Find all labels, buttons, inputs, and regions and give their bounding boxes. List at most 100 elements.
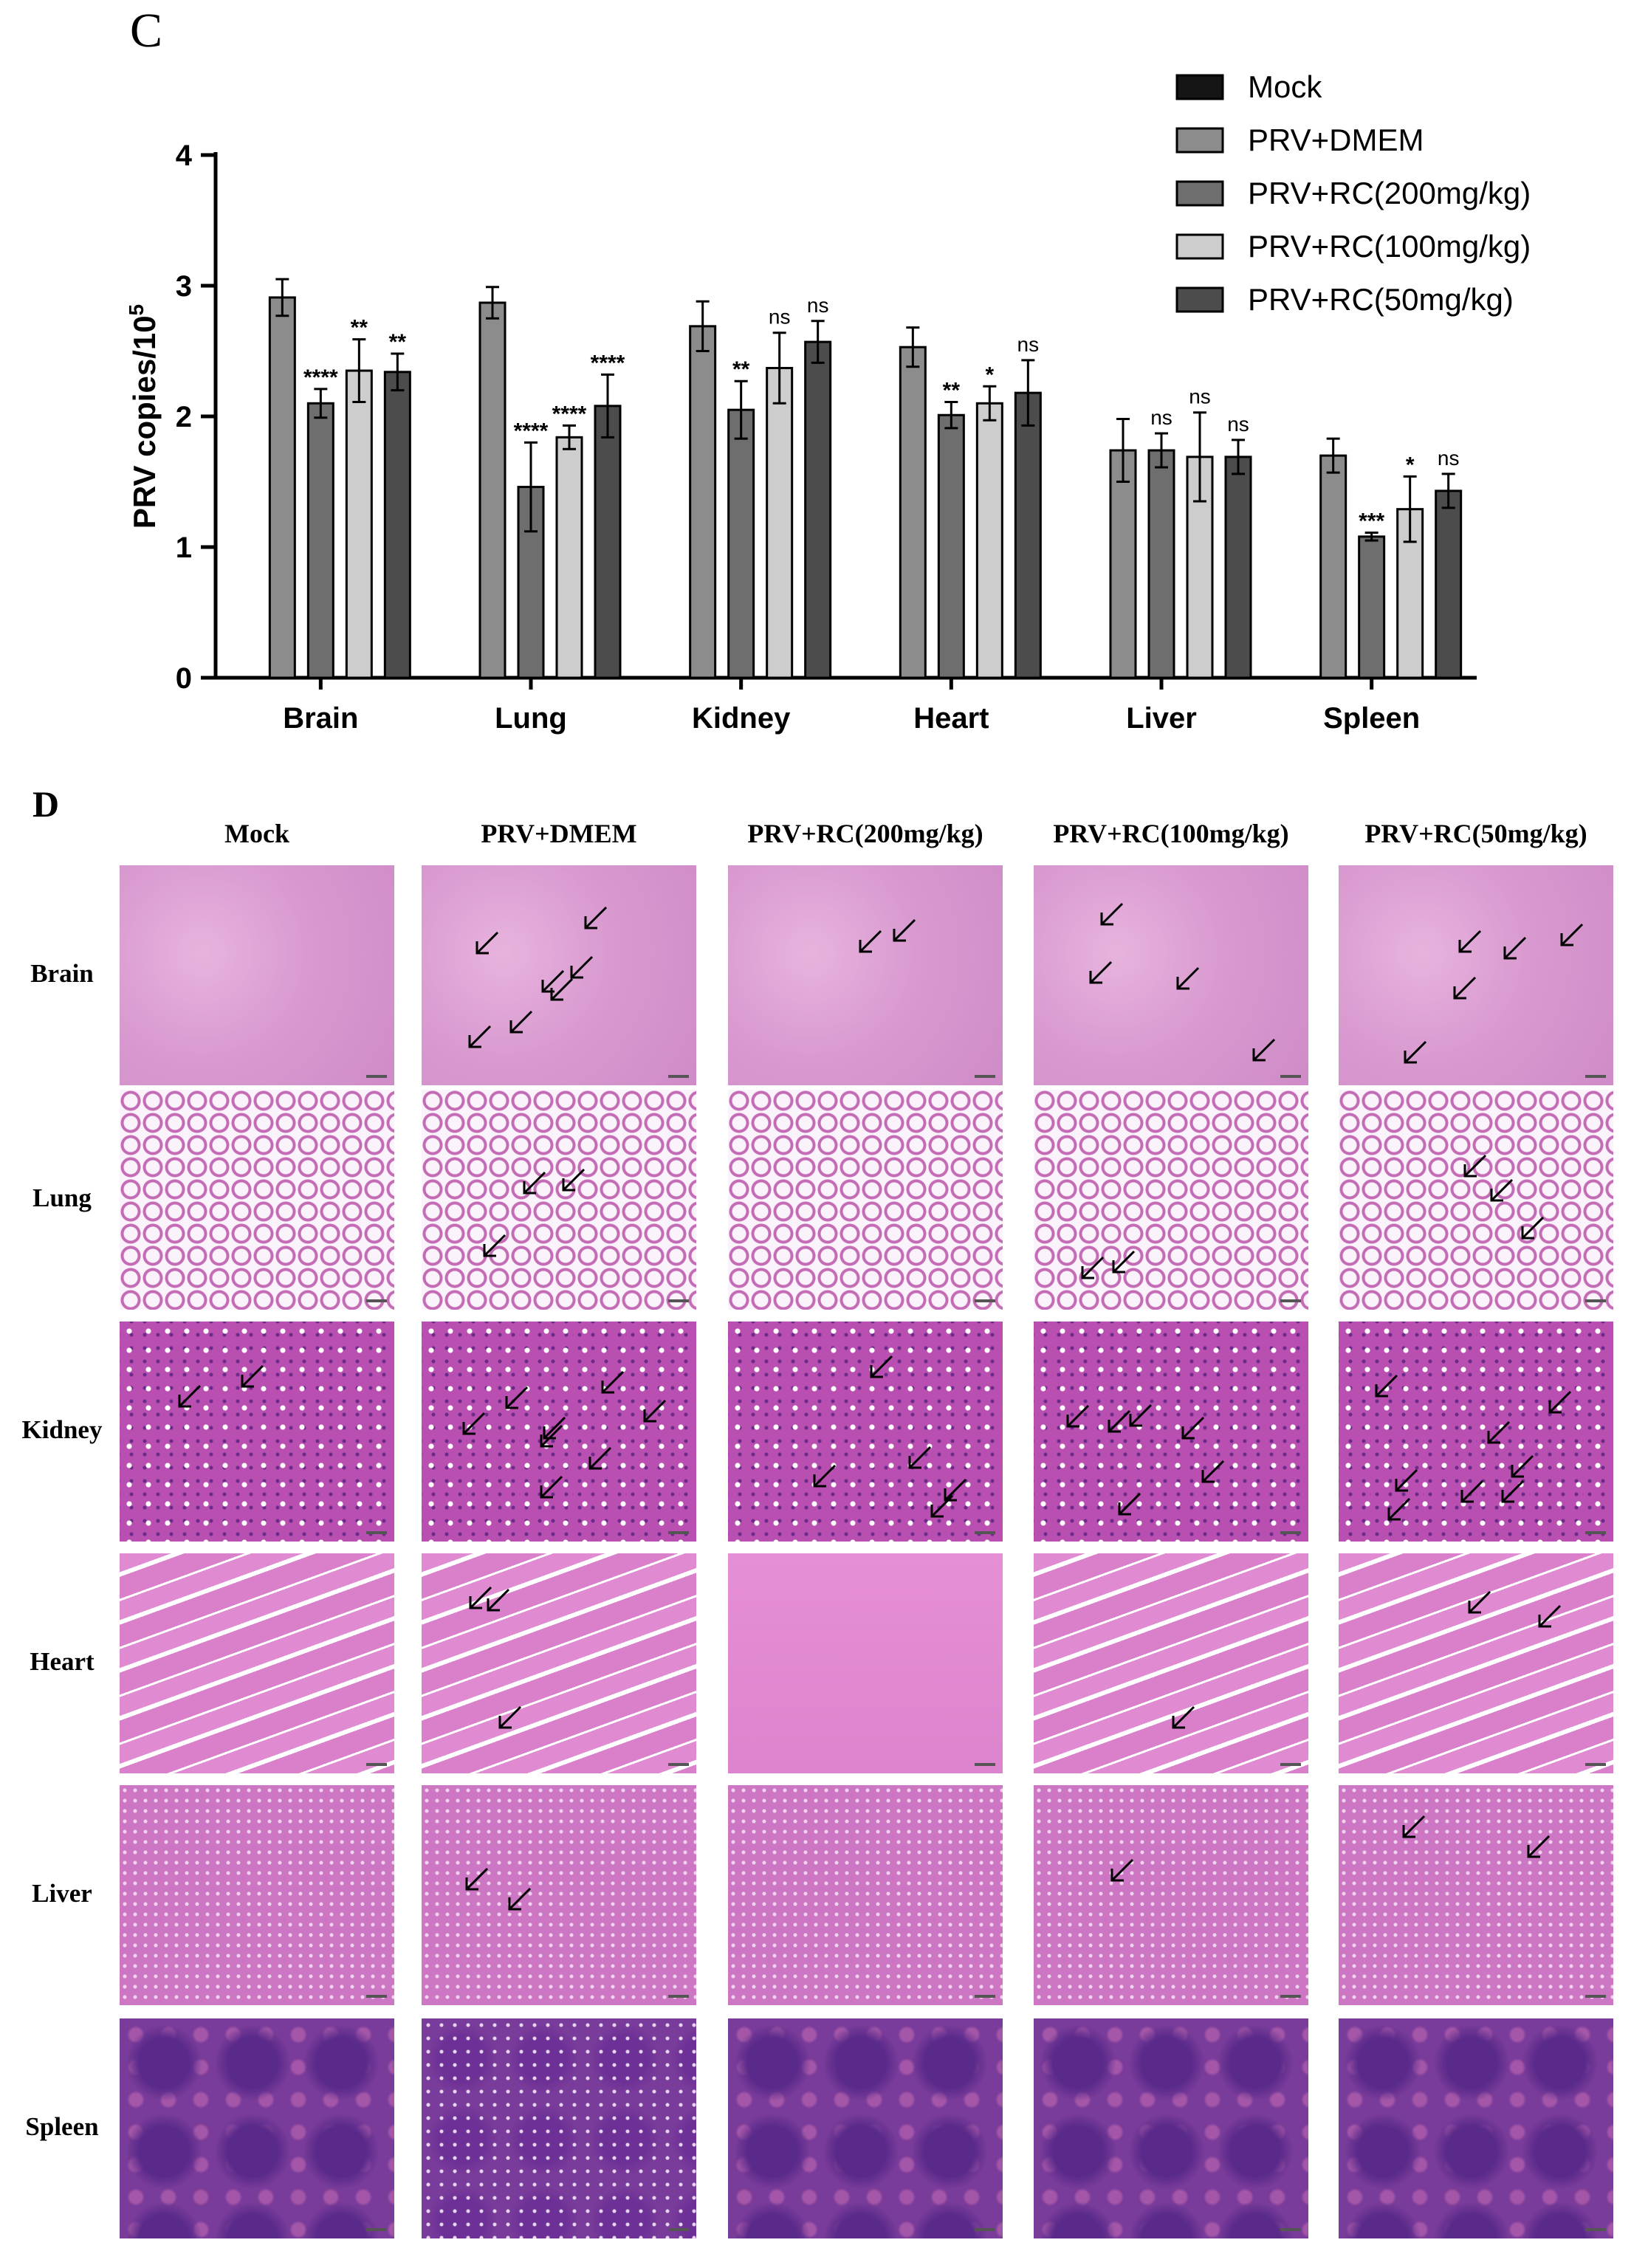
histology-image	[728, 2018, 1003, 2238]
significance-label: ns	[1189, 385, 1211, 408]
histology-image	[728, 865, 1003, 1085]
scale-bar	[1280, 1763, 1301, 1766]
row-label: Spleen	[25, 2112, 99, 2141]
scale-bar	[668, 1075, 689, 1078]
legend-swatch	[1175, 74, 1224, 100]
scale-bar	[366, 1075, 387, 1078]
lesion-arrow	[462, 1412, 486, 1435]
lesion-arrow	[508, 1887, 532, 1911]
histology-image	[422, 1090, 696, 1310]
lesion-arrow	[601, 1370, 625, 1394]
scale-bar	[1280, 2228, 1301, 2231]
significance-label: ns	[807, 294, 829, 317]
y-axis-label: PRV copies/105	[125, 304, 162, 529]
bar	[975, 402, 1003, 679]
histology-image	[728, 1090, 1003, 1310]
lesion-arrow	[1402, 1815, 1426, 1838]
x-tick-label: Kidney	[692, 702, 791, 735]
lesion-arrow	[570, 955, 594, 979]
significance-label: **	[389, 330, 407, 354]
lesion-arrow	[870, 1355, 893, 1378]
x-tick-label: Lung	[495, 702, 567, 735]
lesion-arrow	[178, 1384, 202, 1408]
histology-image	[422, 1553, 696, 1773]
histology-image	[1034, 865, 1308, 1085]
lesion-arrow	[1252, 1038, 1276, 1062]
bar	[1224, 456, 1252, 679]
legend-label: PRV+RC(100mg/kg)	[1248, 229, 1531, 264]
bar	[1014, 391, 1042, 679]
lesion-arrow	[483, 1234, 507, 1257]
histology-image	[1339, 1322, 1613, 1542]
lesion-arrow	[1511, 1454, 1534, 1478]
lesion-arrow	[523, 1171, 546, 1195]
lesion-arrow	[541, 969, 565, 993]
lesion-arrow	[241, 1364, 264, 1388]
bar	[727, 408, 755, 679]
scale-bar	[1585, 1995, 1606, 1998]
legend-swatch	[1175, 286, 1224, 313]
scale-bar	[1280, 1531, 1301, 1534]
bar	[899, 346, 927, 679]
row-label: Brain	[30, 959, 94, 988]
histology-image	[728, 1785, 1003, 2005]
lesion-arrow	[1560, 923, 1584, 946]
scale-bar	[366, 1995, 387, 1998]
lesion-arrow	[1458, 929, 1482, 953]
legend-label: PRV+RC(50mg/kg)	[1248, 282, 1514, 317]
legend-swatch	[1175, 180, 1224, 207]
histology-image	[422, 1785, 696, 2005]
histology-image	[728, 1322, 1003, 1542]
significance-label: **	[351, 316, 368, 340]
y-tick-label: 0	[176, 662, 192, 695]
y-tick-label: 1	[176, 532, 192, 564]
lesion-arrow	[562, 1168, 586, 1192]
bar	[1147, 449, 1175, 679]
histology-image	[1339, 1785, 1613, 2005]
scale-bar	[1585, 1299, 1606, 1302]
panel-d-letter: D	[32, 783, 60, 825]
bar	[937, 413, 965, 679]
significance-label: *	[1406, 453, 1415, 477]
histology-image	[120, 1785, 394, 2005]
scale-bar	[668, 1995, 689, 1998]
scale-bar	[366, 1763, 387, 1766]
lesion-arrow	[468, 1025, 492, 1048]
column-header: PRV+DMEM	[481, 819, 637, 848]
lesion-arrow	[1395, 1468, 1418, 1492]
column-header: PRV+RC(100mg/kg)	[1053, 819, 1289, 848]
lesion-arrow	[1548, 1390, 1572, 1414]
significance-label: ns	[1438, 447, 1460, 470]
bar	[555, 436, 583, 679]
lesion-arrow	[1201, 1460, 1225, 1483]
lesion-arrow	[1468, 1590, 1491, 1614]
lesion-arrow	[465, 1867, 489, 1891]
histology-image	[1339, 2018, 1613, 2238]
scale-bar	[975, 2228, 995, 2231]
legend-label: Mock	[1248, 69, 1322, 104]
lesion-arrow	[1100, 902, 1124, 926]
y-tick-label: 3	[176, 270, 192, 303]
column-header: Mock	[224, 819, 289, 848]
lesion-arrow	[584, 906, 608, 929]
histology-image	[422, 2018, 696, 2238]
bar	[1319, 454, 1347, 679]
scale-bar	[1585, 1531, 1606, 1534]
histology-image	[120, 1553, 394, 1773]
lesion-arrow	[1181, 1416, 1205, 1440]
lesion-arrow	[1387, 1497, 1411, 1521]
scale-bar	[1585, 1075, 1606, 1078]
significance-label: **	[943, 379, 961, 403]
lesion-arrow	[813, 1464, 837, 1488]
bar	[1109, 449, 1137, 679]
panel-c-letter: C	[130, 4, 163, 58]
lesion-arrow	[1453, 976, 1477, 1000]
row-label: Kidney	[21, 1415, 103, 1444]
legend-swatch	[1175, 233, 1224, 260]
histology-image	[1034, 1553, 1308, 1773]
histology-image	[1339, 865, 1613, 1085]
lesion-arrow	[1501, 1480, 1525, 1503]
scale-bar	[668, 1299, 689, 1302]
lesion-arrow	[1110, 1858, 1134, 1882]
histology-image	[1339, 1553, 1613, 1773]
